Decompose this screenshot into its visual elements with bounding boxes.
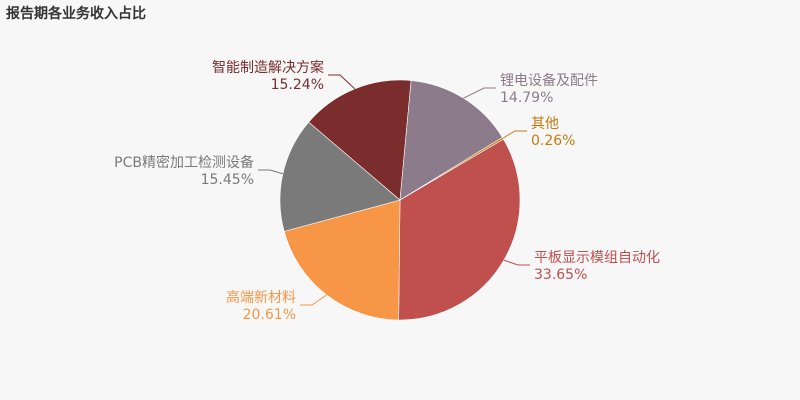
- value-label: 15.24%: [271, 77, 324, 93]
- pie-slice: [308, 79, 412, 201]
- slice-label: 其他: [531, 116, 559, 132]
- leader-line: [300, 294, 327, 306]
- leader-line: [328, 74, 356, 90]
- value-label: 15.45%: [201, 172, 254, 188]
- value-label: 0.26%: [531, 133, 575, 149]
- slice-label: 智能制造解决方案: [212, 59, 324, 76]
- slice-label: 平板显示模组自动化: [534, 250, 660, 266]
- leader-line: [503, 259, 530, 266]
- chart-title: 报告期各业务收入占比: [6, 5, 146, 22]
- value-label: 14.79%: [500, 90, 553, 106]
- pie-slice: [279, 121, 401, 232]
- slice-label: PCB精密加工检测设备: [114, 154, 254, 171]
- leader-line: [463, 87, 496, 99]
- pie-slice: [399, 80, 503, 201]
- slice-label: 高端新材料: [226, 289, 296, 306]
- value-label: 33.65%: [534, 267, 587, 283]
- leader-line: [502, 130, 527, 139]
- value-label: 20.61%: [243, 307, 296, 323]
- leader-line: [258, 169, 284, 175]
- slice-label: 锂电设备及配件: [500, 72, 598, 89]
